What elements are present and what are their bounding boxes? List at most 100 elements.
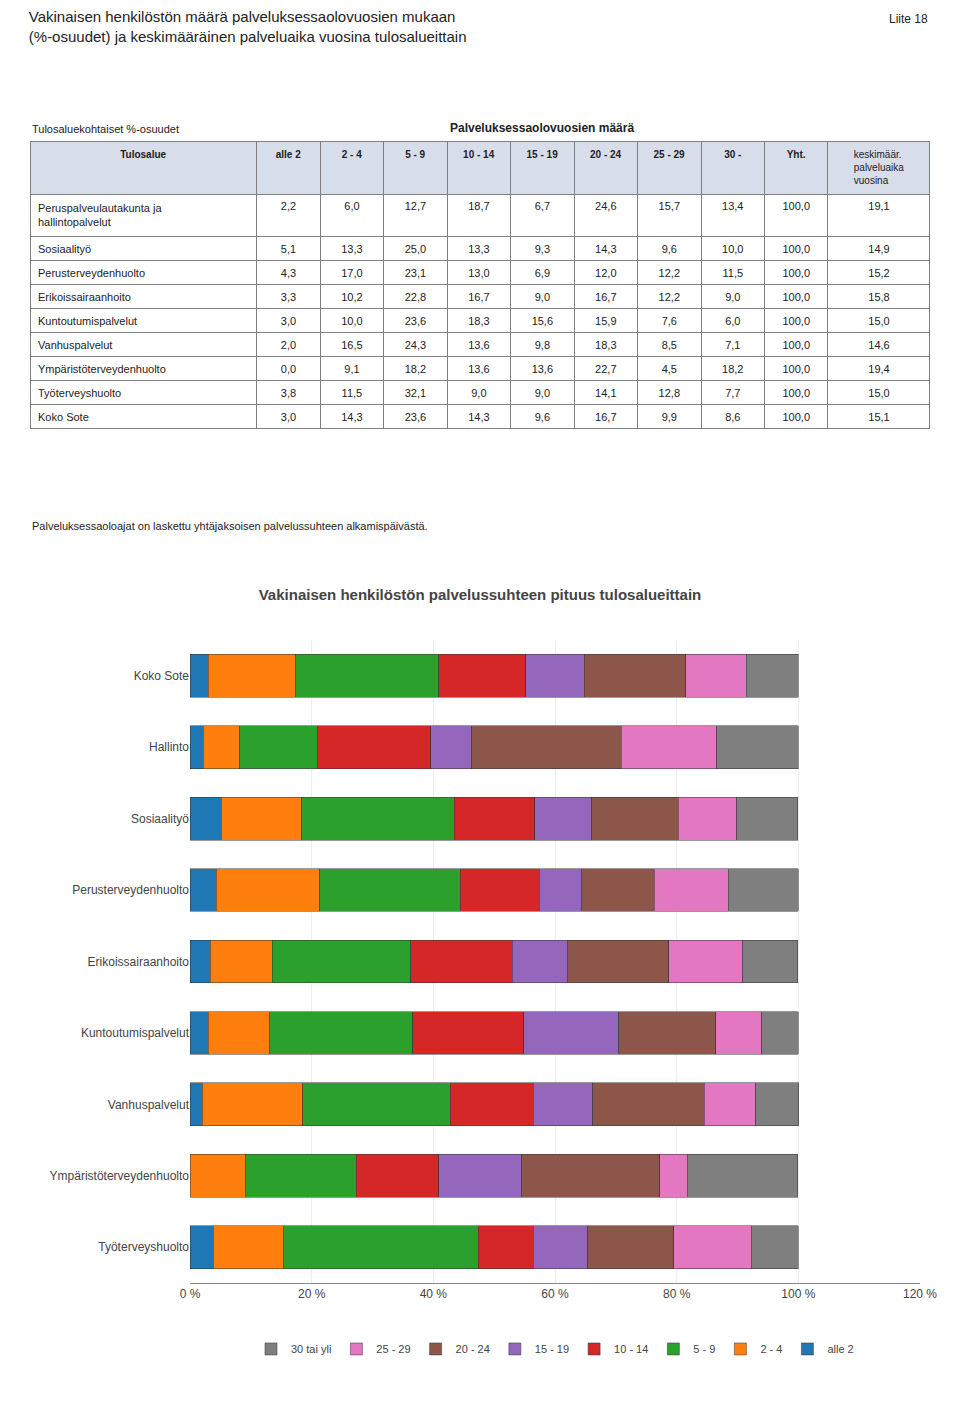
- svg-text:13,3: 13,3: [341, 243, 362, 255]
- svg-text:23,6: 23,6: [405, 315, 426, 327]
- svg-text:10,0: 10,0: [722, 243, 743, 255]
- svg-text:14,1: 14,1: [595, 387, 616, 399]
- svg-text:2,0: 2,0: [281, 339, 296, 351]
- svg-text:100,0: 100,0: [782, 267, 810, 279]
- svg-text:Ympäristöterveydenhuolto: Ympäristöterveydenhuolto: [50, 1169, 190, 1183]
- svg-text:6,0: 6,0: [344, 200, 359, 212]
- svg-text:9,3: 9,3: [535, 243, 550, 255]
- svg-text:120 %: 120 %: [903, 1287, 937, 1301]
- svg-text:2 - 4: 2 - 4: [760, 1343, 782, 1355]
- svg-text:5 - 9: 5 - 9: [405, 149, 425, 160]
- svg-text:3,8: 3,8: [281, 387, 296, 399]
- svg-text:23,1: 23,1: [405, 267, 426, 279]
- svg-text:15,1: 15,1: [868, 411, 889, 423]
- svg-text:14,9: 14,9: [868, 243, 889, 255]
- svg-text:100,0: 100,0: [782, 339, 810, 351]
- svg-text:100,0: 100,0: [782, 243, 810, 255]
- svg-text:9,8: 9,8: [535, 339, 550, 351]
- svg-text:32,1: 32,1: [405, 387, 426, 399]
- svg-text:8,5: 8,5: [662, 339, 677, 351]
- svg-text:9,0: 9,0: [535, 387, 550, 399]
- svg-text:14,3: 14,3: [341, 411, 362, 423]
- svg-text:alle 2: alle 2: [276, 149, 301, 160]
- svg-text:24,6: 24,6: [595, 200, 616, 212]
- svg-text:12,2: 12,2: [659, 267, 680, 279]
- svg-text:100,0: 100,0: [782, 363, 810, 375]
- svg-text:9,9: 9,9: [662, 411, 677, 423]
- svg-text:Peruspalveulautakunta jahallin: Peruspalveulautakunta jahallintopalvelut: [38, 202, 162, 228]
- svg-text:60 %: 60 %: [541, 1287, 569, 1301]
- svg-text:Palveluksessaolovuosien määrä: Palveluksessaolovuosien määrä: [450, 121, 634, 135]
- svg-text:5,1: 5,1: [281, 243, 296, 255]
- svg-text:Kuntoutumispalvelut: Kuntoutumispalvelut: [81, 1026, 190, 1040]
- svg-text:3,0: 3,0: [281, 315, 296, 327]
- svg-text:9,1: 9,1: [344, 363, 359, 375]
- svg-text:20 - 24: 20 - 24: [456, 1343, 490, 1355]
- svg-text:5 - 9: 5 - 9: [693, 1343, 715, 1355]
- svg-text:Palveluksessaoloajat on lasket: Palveluksessaoloajat on laskettu yhtäjak…: [32, 520, 428, 532]
- svg-text:Työterveyshuolto: Työterveyshuolto: [38, 387, 121, 399]
- svg-text:12,0: 12,0: [595, 267, 616, 279]
- svg-text:19,4: 19,4: [868, 363, 889, 375]
- svg-text:Erikoissairaanhoito: Erikoissairaanhoito: [88, 955, 190, 969]
- svg-text:Perusterveydenhuolto: Perusterveydenhuolto: [38, 267, 145, 279]
- svg-text:15,9: 15,9: [595, 315, 616, 327]
- svg-text:13,0: 13,0: [468, 267, 489, 279]
- svg-text:8,6: 8,6: [725, 411, 740, 423]
- svg-text:18,7: 18,7: [468, 200, 489, 212]
- svg-text:100,0: 100,0: [782, 387, 810, 399]
- svg-text:3,0: 3,0: [281, 411, 296, 423]
- svg-text:7,6: 7,6: [662, 315, 677, 327]
- svg-text:0,0: 0,0: [281, 363, 296, 375]
- svg-text:20 %: 20 %: [298, 1287, 326, 1301]
- svg-text:6,7: 6,7: [535, 200, 550, 212]
- svg-text:Vanhuspalvelut: Vanhuspalvelut: [38, 339, 112, 351]
- svg-text:18,3: 18,3: [595, 339, 616, 351]
- svg-text:2,2: 2,2: [281, 200, 296, 212]
- svg-text:15,2: 15,2: [868, 267, 889, 279]
- svg-text:9,6: 9,6: [662, 243, 677, 255]
- svg-text:12,8: 12,8: [659, 387, 680, 399]
- svg-text:25 - 29: 25 - 29: [654, 149, 686, 160]
- svg-text:13,6: 13,6: [532, 363, 553, 375]
- svg-text:20 - 24: 20 - 24: [590, 149, 622, 160]
- svg-text:Hallinto: Hallinto: [149, 740, 189, 754]
- svg-text:16,7: 16,7: [595, 411, 616, 423]
- svg-text:9,6: 9,6: [535, 411, 550, 423]
- svg-text:9,0: 9,0: [535, 291, 550, 303]
- svg-text:3,3: 3,3: [281, 291, 296, 303]
- svg-text:12,7: 12,7: [405, 200, 426, 212]
- svg-text:Vakinaisen henkilöstön palvelu: Vakinaisen henkilöstön palvelussuhteen p…: [259, 586, 702, 603]
- svg-text:0 %: 0 %: [180, 1287, 201, 1301]
- svg-text:2 - 4: 2 - 4: [342, 149, 362, 160]
- svg-text:keskimäär.palveluaikavuosina: keskimäär.palveluaikavuosina: [854, 149, 904, 186]
- svg-text:14,3: 14,3: [468, 411, 489, 423]
- svg-text:Sosiaalityö: Sosiaalityö: [38, 243, 91, 255]
- svg-text:15 - 19: 15 - 19: [527, 149, 559, 160]
- svg-text:Yht.: Yht.: [787, 149, 806, 160]
- svg-text:9,0: 9,0: [471, 387, 486, 399]
- svg-text:18,3: 18,3: [468, 315, 489, 327]
- svg-text:4,5: 4,5: [662, 363, 677, 375]
- svg-text:24,3: 24,3: [405, 339, 426, 351]
- svg-text:13,4: 13,4: [722, 200, 743, 212]
- svg-text:14,3: 14,3: [595, 243, 616, 255]
- svg-text:15,6: 15,6: [532, 315, 553, 327]
- svg-text:18,2: 18,2: [722, 363, 743, 375]
- svg-text:11,5: 11,5: [342, 387, 363, 399]
- svg-text:Erikoissairaanhoito: Erikoissairaanhoito: [38, 291, 131, 303]
- svg-text:12,2: 12,2: [659, 291, 680, 303]
- svg-text:13,3: 13,3: [468, 243, 489, 255]
- svg-text:23,6: 23,6: [405, 411, 426, 423]
- svg-text:Liite 18: Liite 18: [889, 12, 928, 26]
- svg-text:alle 2: alle 2: [827, 1343, 853, 1355]
- svg-text:15 - 19: 15 - 19: [535, 1343, 569, 1355]
- svg-text:15,7: 15,7: [659, 200, 680, 212]
- svg-text:10,0: 10,0: [341, 315, 362, 327]
- svg-text:25 - 29: 25 - 29: [376, 1343, 410, 1355]
- svg-text:22,8: 22,8: [405, 291, 426, 303]
- svg-text:100,0: 100,0: [782, 315, 810, 327]
- svg-text:Ympäristöterveydenhuolto: Ympäristöterveydenhuolto: [38, 363, 166, 375]
- svg-text:13,6: 13,6: [468, 339, 489, 351]
- svg-text:40 %: 40 %: [420, 1287, 448, 1301]
